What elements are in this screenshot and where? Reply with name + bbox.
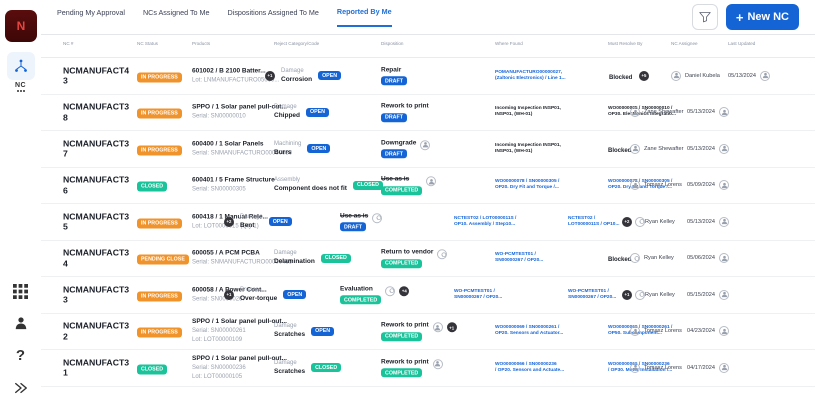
svg-text:N: N [16, 19, 25, 33]
